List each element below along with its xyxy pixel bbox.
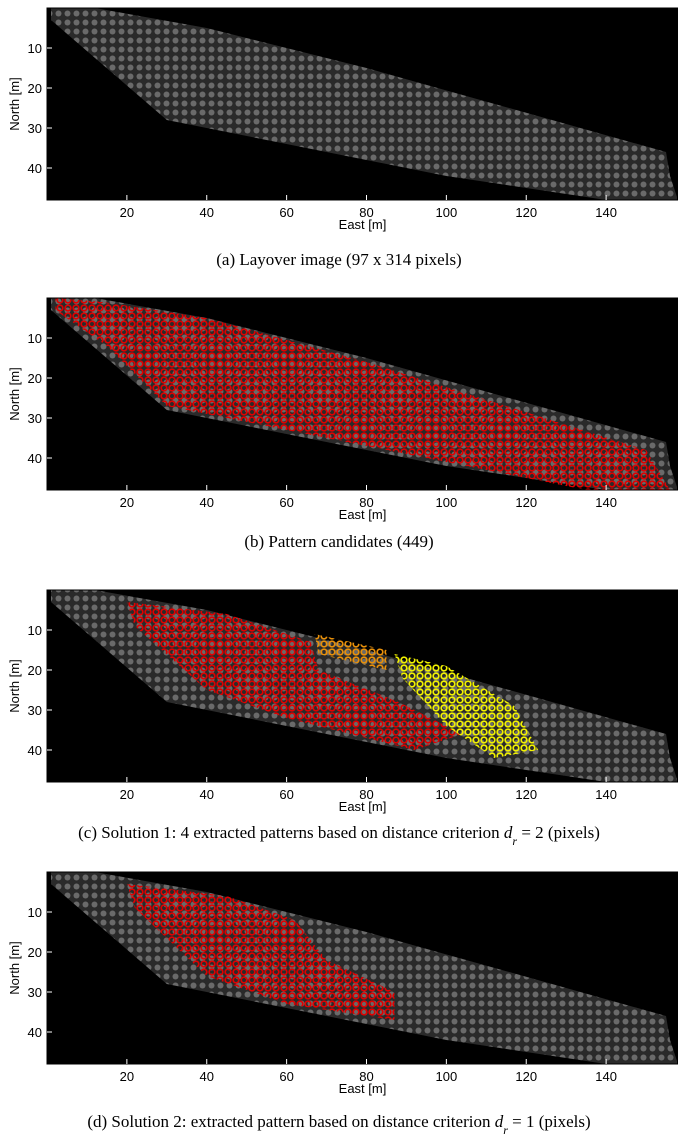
- caption: (a) Layover image (97 x 314 pixels): [216, 250, 461, 269]
- pattern-region: [126, 884, 395, 1020]
- pattern-region: [54, 298, 671, 490]
- y-tick-label: 10: [28, 623, 42, 638]
- y-axis-label: North [m]: [7, 659, 22, 712]
- caption-part: = 1 (pixels): [508, 1112, 591, 1131]
- x-tick-label: 100: [436, 787, 458, 802]
- x-tick-label: 120: [515, 495, 537, 510]
- y-tick-label: 20: [28, 945, 42, 960]
- y-tick-label: 10: [28, 331, 42, 346]
- x-tick-label: 60: [279, 1069, 293, 1084]
- x-tick-label: 40: [200, 1069, 214, 1084]
- panel: 20 40 60 80 100 120 140 10 20 30 40 East [m] North […: [7, 297, 678, 551]
- x-tick-label: 100: [436, 495, 458, 510]
- x-axis-label: East [m]: [339, 217, 387, 232]
- x-tick-label: 80: [359, 495, 373, 510]
- y-tick-label: 20: [28, 663, 42, 678]
- x-axis-label: East [m]: [339, 799, 387, 814]
- x-axis-label: East [m]: [339, 1081, 387, 1096]
- x-tick-label: 20: [120, 1069, 134, 1084]
- x-tick-label: 100: [436, 205, 458, 220]
- x-tick-label: 120: [515, 1069, 537, 1084]
- caption: (c) Solution 1: 4 extracted patterns bas…: [78, 823, 600, 848]
- x-tick-label: 80: [359, 205, 373, 220]
- x-tick-label: 140: [595, 495, 617, 510]
- x-tick-label: 20: [120, 205, 134, 220]
- panel: 20 40 60 80 100 120 140 10 20 30 40 East [m] North […: [7, 589, 678, 848]
- pattern-region: [394, 654, 539, 758]
- x-tick-label: 40: [200, 787, 214, 802]
- panel: 20 40 60 80 100 120 140 10 20 30 40 East [m] North […: [7, 7, 678, 269]
- caption-part: d: [495, 1112, 504, 1131]
- y-tick-label: 10: [28, 41, 42, 56]
- pattern-region: [314, 634, 387, 670]
- pattern-region: [126, 602, 463, 750]
- x-tick-label: 80: [359, 1069, 373, 1084]
- y-tick-label: 30: [28, 985, 42, 1000]
- x-axis-label: East [m]: [339, 507, 387, 522]
- caption-part: (b) Pattern candidates (449): [244, 532, 433, 551]
- layover-strip: [50, 8, 678, 200]
- panel: 20 40 60 80 100 120 140 10 20 30 40 East [m] North […: [7, 871, 678, 1137]
- caption-part: r: [512, 834, 517, 848]
- caption-part: d: [504, 823, 513, 842]
- x-tick-label: 140: [595, 787, 617, 802]
- caption-part: = 2 (pixels): [517, 823, 600, 842]
- y-tick-label: 40: [28, 743, 42, 758]
- caption-part: (d) Solution 2: extracted pattern based …: [87, 1112, 494, 1131]
- caption: (b) Pattern candidates (449): [244, 532, 433, 551]
- y-tick-label: 10: [28, 905, 42, 920]
- y-tick-label: 30: [28, 121, 42, 136]
- x-tick-label: 80: [359, 787, 373, 802]
- x-tick-label: 120: [515, 787, 537, 802]
- y-tick-label: 20: [28, 81, 42, 96]
- y-axis-label: North [m]: [7, 941, 22, 994]
- y-tick-label: 40: [28, 451, 42, 466]
- y-tick-label: 20: [28, 371, 42, 386]
- x-tick-label: 40: [200, 205, 214, 220]
- x-tick-label: 60: [279, 205, 293, 220]
- y-axis-label: North [m]: [7, 367, 22, 420]
- x-tick-label: 140: [595, 1069, 617, 1084]
- y-axis-label: North [m]: [7, 77, 22, 130]
- y-tick-label: 40: [28, 1025, 42, 1040]
- x-tick-label: 60: [279, 495, 293, 510]
- x-tick-label: 140: [595, 205, 617, 220]
- x-tick-label: 120: [515, 205, 537, 220]
- y-tick-label: 30: [28, 703, 42, 718]
- caption-part: (a) Layover image (97 x 314 pixels): [216, 250, 461, 269]
- caption-part: r: [503, 1123, 508, 1137]
- caption: (d) Solution 2: extracted pattern based …: [87, 1112, 590, 1137]
- y-tick-label: 40: [28, 161, 42, 176]
- y-tick-label: 30: [28, 411, 42, 426]
- caption-part: (c) Solution 1: 4 extracted patterns bas…: [78, 823, 504, 842]
- x-tick-label: 20: [120, 495, 134, 510]
- x-tick-label: 60: [279, 787, 293, 802]
- x-tick-label: 100: [436, 1069, 458, 1084]
- x-tick-label: 20: [120, 787, 134, 802]
- x-tick-label: 40: [200, 495, 214, 510]
